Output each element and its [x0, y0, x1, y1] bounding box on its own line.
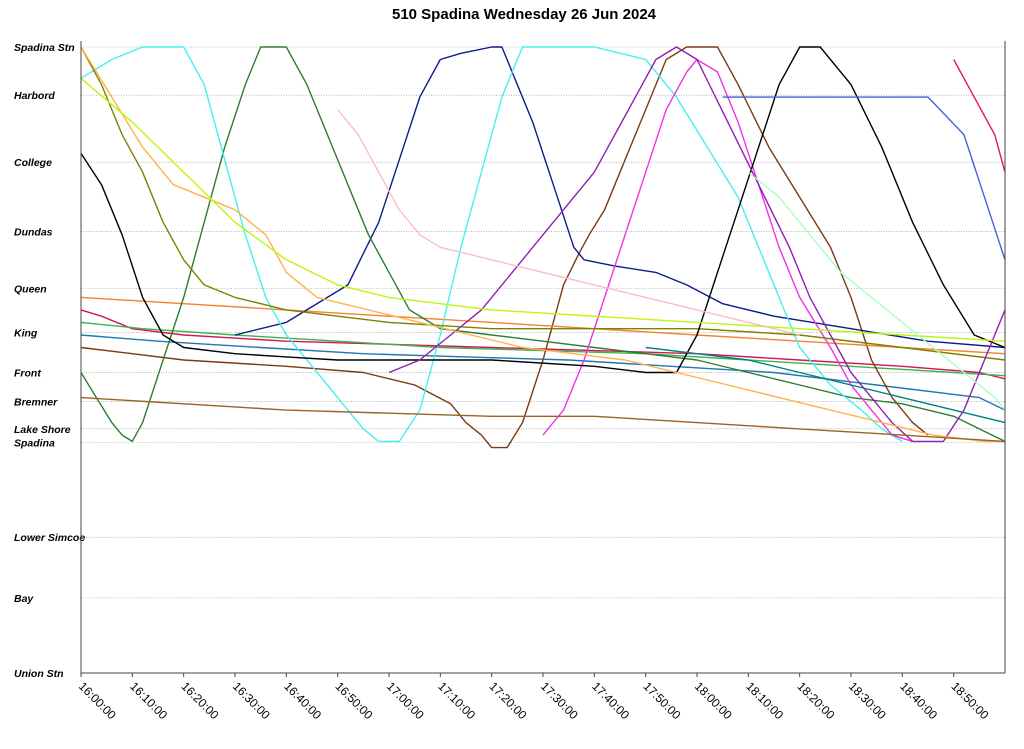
series-line-14	[722, 96, 1006, 261]
series-line-13	[80, 46, 1005, 443]
x-tick-label: 17:40:00	[589, 679, 632, 722]
y-tick-label: Lake Shore	[14, 424, 71, 436]
series-line-17	[645, 346, 1006, 424]
series-line-8	[80, 46, 903, 443]
x-tick-label: 16:50:00	[333, 679, 376, 722]
x-tick-label: 18:50:00	[949, 679, 992, 722]
series-line-5	[80, 296, 1006, 355]
x-tick-label: 17:10:00	[435, 679, 478, 722]
x-axis-labels: 16:00:00 16:10:00 16:20:00 16:30:00 16:40:00…	[76, 679, 992, 722]
series-line-19	[337, 109, 800, 336]
y-axis-labels: Spadina Stn Harbord College Dundas Queen King…	[14, 42, 85, 680]
y-tick-label: King	[14, 327, 38, 339]
series-line-11	[80, 46, 1006, 374]
x-tick-label: 18:20:00	[795, 679, 838, 722]
y-tick-label: Bay	[14, 593, 34, 605]
x-tick-label: 17:20:00	[487, 679, 530, 722]
grid	[81, 46, 1005, 599]
x-tick-label: 16:30:00	[230, 679, 273, 722]
chart-title: 510 Spadina Wednesday 26 Jun 2024	[392, 6, 657, 23]
x-tick-label: 18:10:00	[743, 679, 786, 722]
x-tick-label: 18:30:00	[846, 679, 889, 722]
y-tick-label: Spadina	[14, 438, 55, 450]
x-tick-label: 16:00:00	[76, 679, 119, 722]
series-line-4	[80, 46, 929, 449]
series-line-3	[80, 334, 1006, 411]
series-line-10	[80, 46, 1006, 361]
x-tick-label: 17:00:00	[384, 679, 427, 722]
series-lines	[80, 46, 1006, 449]
y-tick-label: Lower Simcoe	[14, 532, 85, 544]
y-tick-label: College	[14, 157, 52, 169]
series-line-6	[234, 46, 1006, 349]
y-tick-label: Queen	[14, 284, 47, 296]
series-line-15	[953, 59, 1006, 173]
series-line-20	[747, 171, 1006, 411]
axes	[80, 41, 1006, 677]
x-tick-label: 16:10:00	[127, 679, 170, 722]
y-tick-label: Dundas	[14, 227, 53, 239]
series-line-9	[542, 58, 913, 443]
series-line-7	[80, 46, 1006, 443]
x-tick-label: 17:50:00	[641, 679, 684, 722]
x-tick-label: 16:40:00	[281, 679, 324, 722]
y-tick-label: Spadina Stn	[14, 42, 75, 54]
x-tick-label: 18:00:00	[692, 679, 735, 722]
series-line-16	[80, 396, 1006, 443]
series-line-12	[388, 46, 1006, 443]
series-line-18	[80, 77, 1006, 342]
x-tick-label: 18:40:00	[897, 679, 940, 722]
y-tick-label: Harbord	[14, 90, 55, 102]
y-tick-label: Bremner	[14, 396, 58, 408]
series-line-1	[80, 309, 1006, 380]
y-tick-label: Front	[14, 368, 41, 380]
x-tick-label: 17:30:00	[538, 679, 581, 722]
x-tick-label: 16:20:00	[179, 679, 222, 722]
y-tick-label: Union Stn	[14, 668, 64, 680]
